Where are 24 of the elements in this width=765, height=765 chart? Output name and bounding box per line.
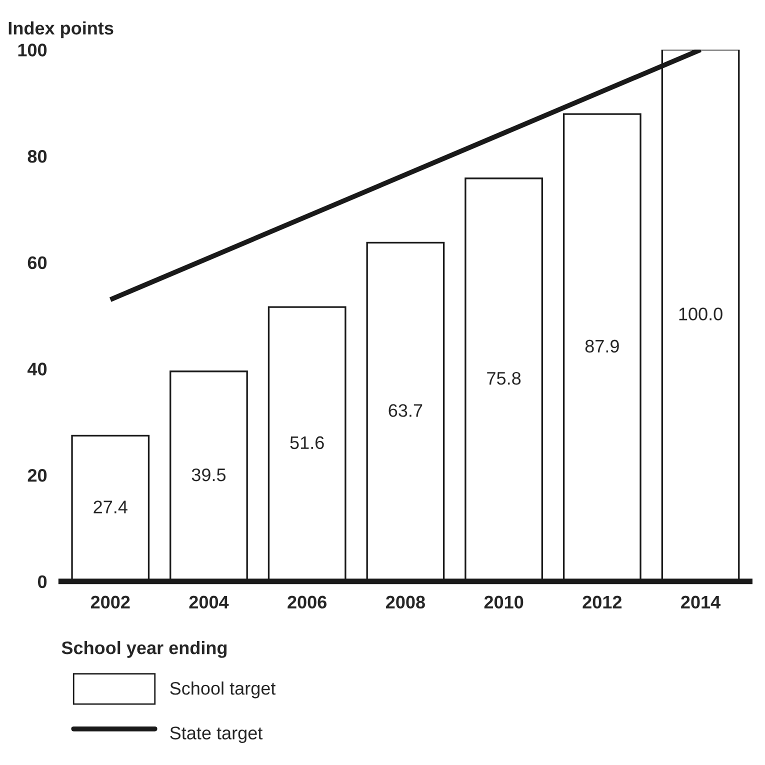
y-tick-label: 80 — [28, 150, 47, 163]
data-label: 75.8 — [487, 372, 521, 385]
y-tick-label: 40 — [28, 362, 47, 376]
x-tick-label: 2004 — [189, 596, 229, 609]
data-label: 51.6 — [290, 436, 324, 450]
data-label: 87.9 — [585, 340, 619, 353]
x-tick-label: 2008 — [386, 596, 425, 609]
x-axis-title: School year ending — [62, 640, 227, 658]
x-tick-label: 2014 — [681, 596, 721, 609]
y-tick-label: 60 — [28, 256, 47, 270]
x-tick-label: 2012 — [582, 596, 622, 609]
y-tick-label: 100 — [18, 44, 47, 56]
legend-label: School target — [170, 682, 276, 698]
x-tick-label: 2002 — [90, 596, 130, 609]
data-label: 100.0 — [679, 308, 722, 320]
data-label: 63.7 — [388, 404, 422, 417]
y-tick-label: 0 — [38, 575, 47, 588]
data-label: 27.4 — [94, 500, 128, 514]
legend-label: State target — [170, 726, 263, 744]
x-tick-label: 2010 — [484, 596, 524, 609]
y-tick-label: 20 — [28, 469, 47, 482]
data-label: 39.5 — [192, 468, 226, 482]
y-axis-title: Index points — [8, 21, 114, 38]
x-tick-label: 2006 — [288, 596, 327, 609]
